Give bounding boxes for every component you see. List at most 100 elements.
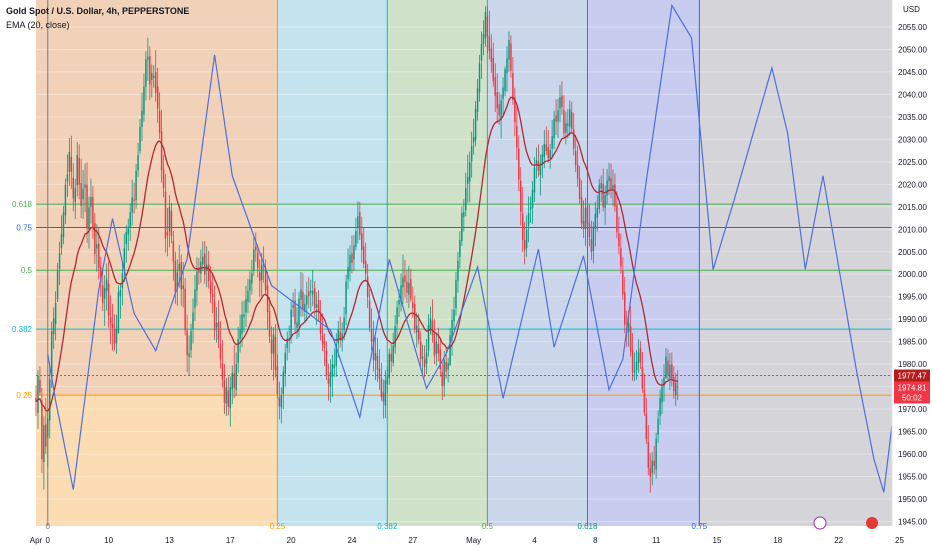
price-tick-label: 1965.00 (898, 428, 927, 437)
current-price-badge (894, 369, 930, 382)
candle-body (567, 123, 569, 126)
price-tick-label: 2000.00 (898, 270, 927, 279)
candle-body (667, 360, 669, 375)
candle-body (43, 425, 45, 463)
candle-body (598, 184, 600, 210)
fib-time-zone-bands (36, 0, 892, 526)
candle-body (380, 378, 383, 397)
flag-icon (866, 517, 878, 529)
candle-body (80, 182, 82, 206)
candle-body (482, 34, 485, 45)
candle-body (510, 43, 512, 71)
candle-body (470, 146, 473, 162)
candle-body (539, 163, 542, 175)
candle-body (253, 249, 255, 271)
candle-body (323, 340, 326, 348)
candle-body (439, 349, 442, 370)
candle-body (82, 188, 84, 200)
candle-body (204, 253, 206, 275)
bar-countdown: 50:02 (902, 393, 923, 402)
candle-body (606, 180, 608, 196)
candle-body (331, 364, 334, 377)
candle-body (345, 281, 347, 314)
candle-body (508, 40, 510, 60)
candle-body (415, 325, 418, 333)
candle-body (353, 245, 355, 260)
candle-body (504, 69, 506, 92)
candle-body (592, 227, 595, 251)
candle-body (582, 220, 585, 229)
candle-body (576, 164, 579, 179)
candle-body (600, 182, 602, 189)
time-tick-label: 24 (348, 536, 357, 545)
candle-body (590, 239, 593, 252)
candle-body (311, 290, 314, 295)
price-tick-label: 2010.00 (898, 225, 927, 234)
candle-body (502, 87, 504, 99)
candle-body (39, 379, 41, 393)
candle-body (498, 104, 500, 116)
candle-body (357, 216, 359, 228)
candle-body (229, 387, 232, 409)
candle-body (472, 137, 475, 143)
ema-line-group (35, 96, 678, 412)
candle-body (217, 321, 220, 341)
candle-body (659, 397, 661, 416)
candle-body (160, 131, 163, 171)
candle-body (310, 290, 312, 293)
candle-body (213, 301, 216, 331)
candle-body (231, 373, 233, 390)
candle-body (608, 176, 610, 182)
candle-body (490, 48, 493, 62)
candle-body (519, 180, 522, 212)
candle-body (602, 184, 604, 208)
candle-body (119, 289, 122, 297)
fib-level-label: 0.75 (16, 223, 32, 232)
candle-body (221, 363, 224, 380)
candle-body (384, 380, 387, 406)
candle-body (586, 205, 589, 224)
candle-body (435, 342, 438, 354)
candle-body (198, 267, 200, 273)
candle-body (45, 424, 47, 447)
candle-body (474, 109, 477, 141)
candle-body (378, 368, 381, 379)
candle-body (215, 322, 218, 328)
candle-body (319, 314, 322, 335)
candle-body (50, 331, 53, 378)
price-tick-label: 2025.00 (898, 158, 927, 167)
candle-body (282, 371, 285, 394)
candle-body (388, 353, 390, 379)
price-tick-label: 2045.00 (898, 68, 927, 77)
candle-body (278, 397, 281, 406)
time-zone-label: 0.618 (577, 522, 598, 531)
candle-body (374, 352, 377, 361)
price-tick-label: 2015.00 (898, 203, 927, 212)
candle-body (90, 196, 92, 207)
candle-body (239, 329, 241, 339)
candle-body (620, 248, 622, 267)
candle-body (459, 240, 461, 258)
time-tick-label: 20 (287, 536, 296, 545)
candle-body (512, 73, 514, 100)
zigzag-line (47, 3, 918, 493)
candle-body (325, 350, 328, 375)
candle-body (496, 92, 498, 109)
candle-body (168, 206, 171, 232)
candle-body (270, 339, 273, 354)
candle-body (258, 272, 261, 281)
candle-body (135, 170, 137, 201)
candle-body (131, 197, 133, 213)
indicator-label[interactable]: EMA (20, close) (6, 20, 70, 30)
candle-body (149, 56, 151, 85)
candle-body (302, 291, 304, 310)
candle-body (421, 356, 424, 359)
time-tick-label: 8 (593, 536, 598, 545)
candle-body (431, 320, 434, 335)
candle-body (219, 344, 222, 360)
symbol-title[interactable]: Gold Spot / U.S. Dollar, 4h, PEPPERSTONE (6, 6, 190, 16)
candle-body (188, 353, 190, 357)
candle-body (117, 292, 120, 334)
